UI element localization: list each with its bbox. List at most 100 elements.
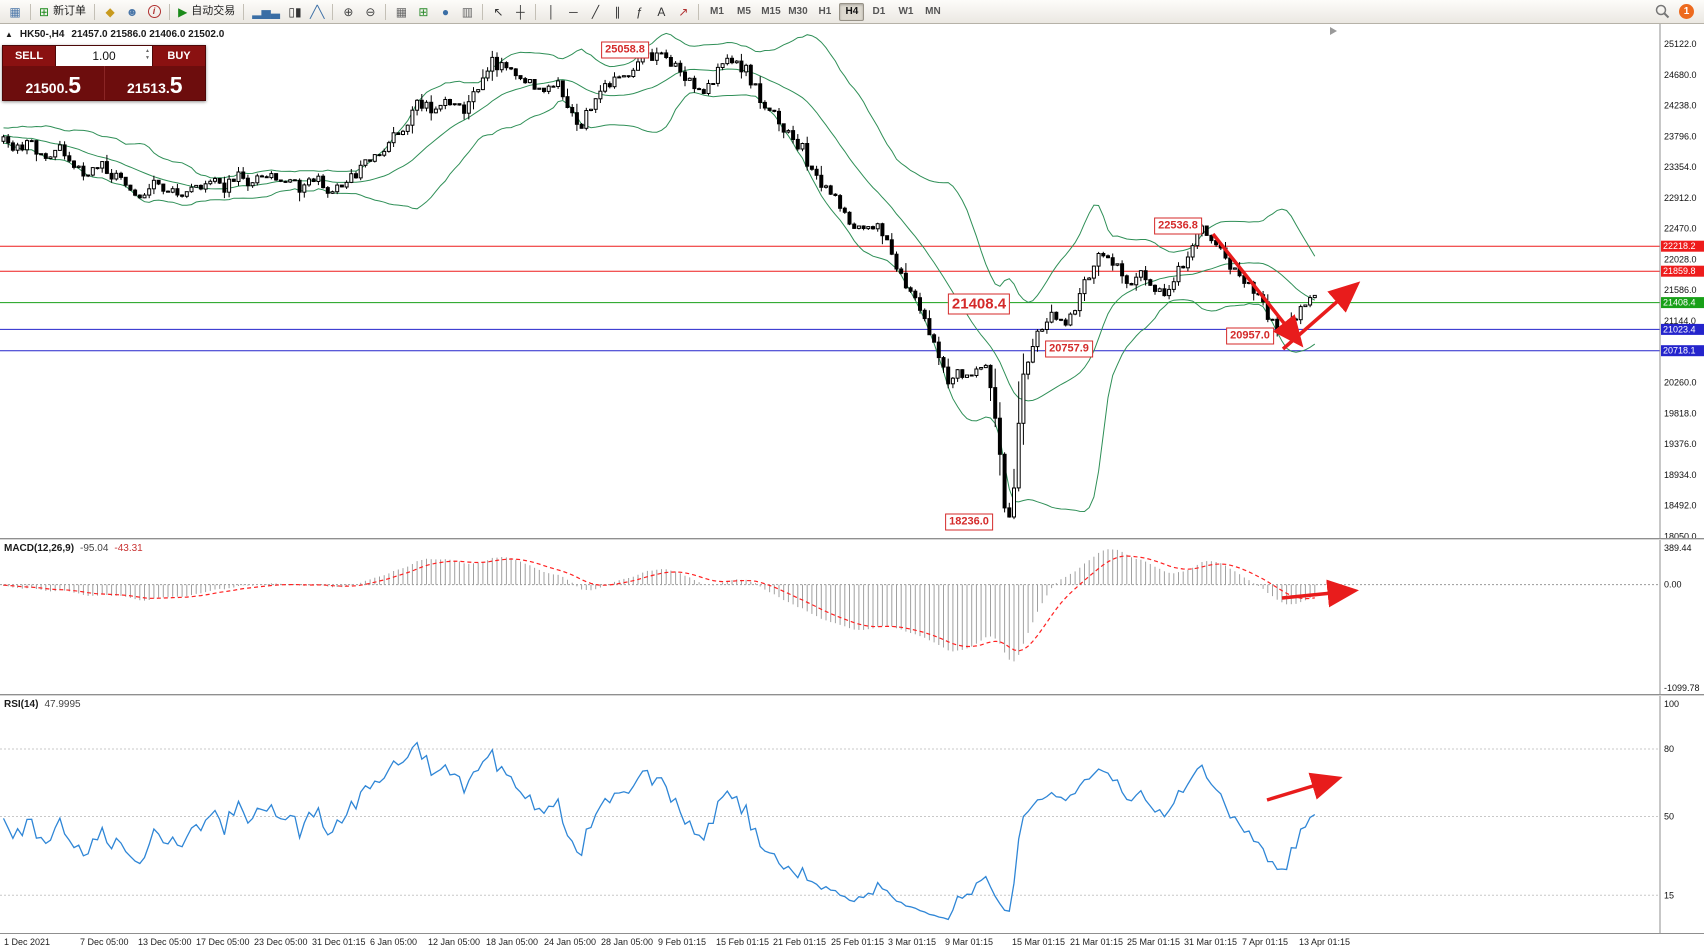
fibonacci-icon[interactable]: ƒ — [636, 4, 643, 19]
price-annotation[interactable]: 20757.9 — [1045, 340, 1093, 358]
horizontal-line-icon[interactable]: ─ — [569, 4, 578, 19]
arrows-icon[interactable]: ↗ — [678, 4, 689, 19]
chart-shift-icon[interactable]: ▥ — [461, 4, 474, 19]
autotrading-button[interactable]: ▶ 自动交易 — [178, 4, 236, 19]
time-axis-label: 25 Mar 01:15 — [1127, 937, 1181, 947]
toolbar-separator — [94, 3, 96, 20]
panel-separator[interactable] — [0, 538, 1704, 540]
accounts-icon[interactable]: ☻ — [125, 4, 139, 19]
bar-chart-icon[interactable]: ▂▅▃ — [252, 4, 280, 19]
svg-text:25122.0: 25122.0 — [1664, 39, 1697, 49]
toolbar-group: ↖ ┼ — [487, 2, 531, 22]
chart-marker-icon: ▲ — [5, 30, 13, 39]
price-annotation[interactable]: 18236.0 — [945, 513, 993, 531]
line-chart-icon[interactable]: ╱╲ — [309, 4, 325, 19]
crosshair-icon[interactable]: ┼ — [516, 4, 525, 19]
search-icon[interactable] — [1655, 4, 1670, 19]
volume-value: 1.00 — [92, 49, 116, 63]
macd-panel[interactable]: 389.44 0.00 -1099.78 — [0, 540, 1704, 694]
price-annotation[interactable]: 21408.4 — [947, 293, 1011, 315]
volume-spinner[interactable]: ▲ ▼ — [145, 48, 150, 61]
svg-text:389.44: 389.44 — [1664, 543, 1692, 553]
timeframe-m30[interactable]: M30 — [788, 6, 808, 17]
main-chart-panel[interactable]: 25122.0 24680.0 24238.0 23796.0 23354.0 22912… — [0, 24, 1704, 542]
info-icon[interactable]: i — [143, 2, 165, 22]
time-axis[interactable]: 1 Dec 2021 7 Dec 05:00 13 Dec 05:00 17 Dec … — [0, 933, 1704, 949]
svg-text:23796.0: 23796.0 — [1664, 131, 1697, 141]
sell-price[interactable]: 21500. 5 — [3, 66, 105, 100]
timeframe-group: M1 M5 M15 M30 H1 H4 D1 W1 MN — [703, 2, 946, 21]
time-axis-label: 6 Jan 05:00 — [370, 937, 418, 947]
timeframe-d1[interactable]: D1 — [872, 6, 886, 17]
svg-text:22028.0: 22028.0 — [1664, 254, 1697, 264]
svg-text:100: 100 — [1664, 699, 1679, 709]
chart-window-icon[interactable]: ▦ — [9, 4, 21, 19]
time-axis-label: 15 Feb 01:15 — [716, 937, 770, 947]
svg-text:22470.0: 22470.0 — [1664, 224, 1697, 234]
toolbar-separator — [535, 3, 537, 20]
timeframe-m15[interactable]: M15 — [761, 6, 781, 17]
time-axis-label: 18 Jan 05:00 — [486, 937, 539, 947]
panel-separator[interactable] — [0, 694, 1704, 696]
zoom-in-icon[interactable]: ⊕ — [343, 4, 354, 19]
new-chart-icon[interactable]: ⊞ — [418, 4, 429, 19]
cursor-icon[interactable]: ↖ — [493, 4, 504, 19]
svg-text:18934.0: 18934.0 — [1664, 470, 1697, 480]
text-icon[interactable]: A — [657, 4, 666, 19]
new-order-button[interactable]: ⊞ 新订单 — [39, 4, 87, 19]
time-axis-label: 1 Dec 2021 — [4, 937, 51, 947]
rsi-panel[interactable]: 100 80 50 15 — [0, 696, 1704, 933]
toolbar-buttons: ▦ ⊞ 新订单 ◆ ☻ i ▶ 自动交易 ▂▅▃ ▯▮ ╱╲ ⊕ ⊖ ▦ ⊞ ● ▥ ↖ ┼ │ ─ ╱ ∥ ƒ A ↗ M1 M5 M… — [4, 2, 946, 22]
time-axis-label: 9 Feb 01:15 — [658, 937, 707, 947]
timeframe-h4[interactable]: H4 — [839, 2, 865, 21]
trendline-icon[interactable]: ╱ — [591, 4, 600, 19]
timeframe-m5[interactable]: M5 — [736, 6, 751, 17]
chart-shift-marker[interactable] — [1330, 27, 1337, 35]
timeframe-h1[interactable]: H1 — [818, 6, 832, 17]
svg-text:50: 50 — [1664, 812, 1674, 822]
svg-text:19376.0: 19376.0 — [1664, 439, 1697, 449]
toolbar-separator — [698, 3, 700, 20]
macd-canvas[interactable]: 389.44 0.00 -1099.78 — [0, 540, 1704, 694]
time-axis-label: 7 Apr 01:15 — [1242, 937, 1289, 947]
price-annotation[interactable]: 22536.8 — [1154, 217, 1202, 235]
price-annotation[interactable]: 20957.0 — [1226, 327, 1274, 345]
svg-text:24680.0: 24680.0 — [1664, 70, 1697, 80]
rsi-canvas[interactable]: 100 80 50 15 — [0, 696, 1704, 933]
buy-price[interactable]: 21513. 5 — [126, 72, 183, 99]
time-axis-label: 13 Apr 01:15 — [1299, 937, 1351, 947]
timeframe-m1[interactable]: M1 — [709, 6, 724, 17]
notification-badge[interactable]: 1 — [1679, 4, 1694, 19]
main-chart-canvas[interactable]: 25122.0 24680.0 24238.0 23796.0 23354.0 22912… — [0, 24, 1704, 542]
timeframe-mn[interactable]: MN — [925, 6, 941, 17]
toolbar: ▦ ⊞ 新订单 ◆ ☻ i ▶ 自动交易 ▂▅▃ ▯▮ ╱╲ ⊕ ⊖ ▦ ⊞ ● ▥ ↖ ┼ │ ─ ╱ ∥ ƒ A ↗ M1 M5 M… — [0, 0, 1704, 24]
quotes-icon[interactable]: ◆ — [105, 4, 115, 19]
time-axis-label: 24 Jan 05:00 — [544, 937, 597, 947]
vertical-line-icon[interactable]: │ — [547, 4, 556, 19]
time-axis-label: 13 Dec 05:00 — [138, 937, 192, 947]
time-axis-label: 21 Feb 01:15 — [773, 937, 827, 947]
time-axis-label: 17 Dec 05:00 — [196, 937, 250, 947]
buy-button[interactable]: BUY — [153, 46, 205, 66]
time-axis-label: 7 Dec 05:00 — [80, 937, 129, 947]
ohlc-values: 21457.0 21586.0 21406.0 21502.0 — [71, 29, 225, 40]
svg-text:21859.8: 21859.8 — [1663, 266, 1696, 276]
zoom-out-icon[interactable]: ⊖ — [365, 4, 376, 19]
price-annotation[interactable]: 25058.8 — [601, 41, 649, 59]
svg-text:0.00: 0.00 — [1664, 580, 1682, 590]
macd-value-main: -95.04 — [80, 543, 109, 554]
time-axis-label: 31 Dec 01:15 — [312, 937, 366, 947]
svg-text:18492.0: 18492.0 — [1664, 501, 1697, 511]
time-axis-label: 15 Mar 01:15 — [1012, 937, 1066, 947]
volume-input[interactable]: 1.00 ▲ ▼ — [55, 46, 153, 66]
candlestick-chart-icon[interactable]: ▯▮ — [288, 4, 302, 19]
profiles-icon[interactable]: ● — [441, 4, 450, 19]
timeframe-w1[interactable]: W1 — [898, 6, 914, 17]
sell-button[interactable]: SELL — [3, 46, 55, 66]
tile-windows-icon[interactable]: ▦ — [395, 4, 408, 19]
time-axis-label: 9 Mar 01:15 — [945, 937, 994, 947]
channel-icon[interactable]: ∥ — [614, 4, 621, 19]
svg-text:18050.0: 18050.0 — [1664, 532, 1697, 542]
one-click-trading-panel: SELL 1.00 ▲ ▼ BUY 21500. 5 21513. 5 — [2, 45, 206, 101]
